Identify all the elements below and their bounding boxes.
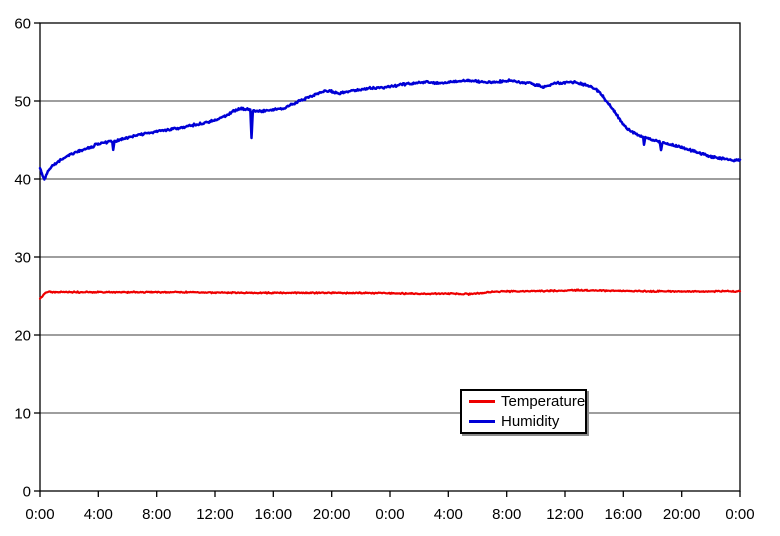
y-tick-label: 60 [14,16,31,33]
legend-line-humidity [469,420,495,423]
x-tick-label: 12:00 [196,506,234,523]
legend-label: Temperature [501,393,586,410]
y-axis-labels: 0 10 20 30 40 50 60 [14,16,31,501]
y-tick-label: 30 [14,250,31,267]
y-tick-label: 0 [23,484,31,501]
y-tick-label: 50 [14,94,31,111]
x-tick-label: 4:00 [434,506,463,523]
legend-entry-temperature: Temperature [469,392,585,412]
temperature-line [38,288,742,300]
x-tick-label: 0:00 [25,506,54,523]
x-axis-labels: 0:00 4:00 8:00 12:00 16:00 20:00 0:00 4:00 8:00 1… [25,506,754,523]
y-tick-label: 20 [14,328,31,345]
x-tick-label: 8:00 [142,506,171,523]
y-gridlines [40,100,740,414]
x-tick-label: 0:00 [725,506,754,523]
y-tick-label: 10 [14,406,31,423]
legend-entry-humidity: Humidity [469,412,585,432]
x-tick-label: 8:00 [492,506,521,523]
y-tick-label: 40 [14,172,31,189]
x-tick-label: 20:00 [663,506,701,523]
x-tick-label: 0:00 [375,506,404,523]
legend-line-temperature [469,400,495,403]
x-tick-label: 16:00 [605,506,643,523]
x-tick-label: 20:00 [313,506,351,523]
x-tick-label: 4:00 [84,506,113,523]
axis-ticks [34,22,741,497]
x-tick-label: 16:00 [255,506,293,523]
legend: Temperature Humidity [460,389,587,434]
legend-label: Humidity [501,413,560,430]
humidity-line [38,78,742,181]
x-tick-label: 12:00 [546,506,584,523]
